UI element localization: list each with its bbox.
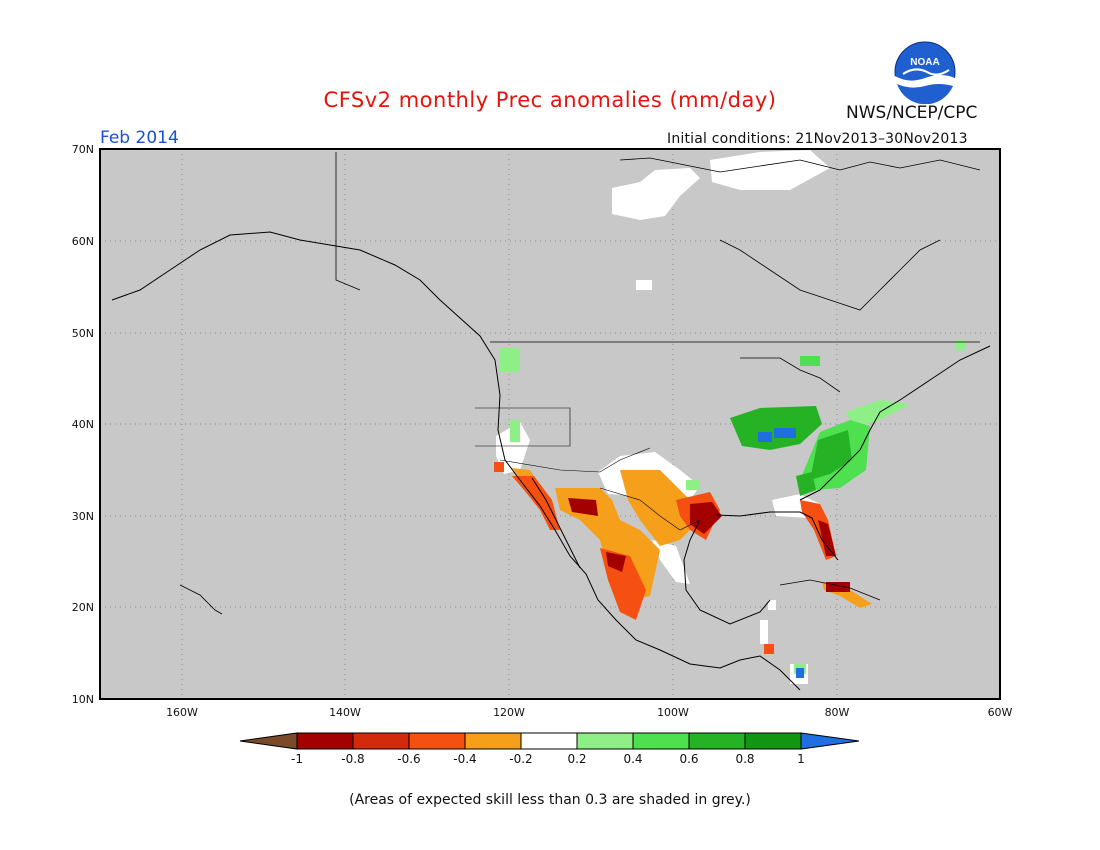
lon-label: 140W <box>329 706 361 719</box>
colorbar-label: -0.6 <box>397 752 421 766</box>
colorbar-arrow-left <box>239 732 298 750</box>
colorbar-label: 0.2 <box>567 752 587 766</box>
colorbar-label: 0.6 <box>679 752 699 766</box>
logo-text: NOAA <box>910 57 939 68</box>
colorbar-swatch <box>296 732 354 750</box>
colorbar-label: 0.8 <box>735 752 755 766</box>
lat-label: 60N <box>71 235 94 248</box>
lat-label: 50N <box>71 327 94 340</box>
lon-label: 120W <box>493 706 525 719</box>
initial-conditions: Initial conditions: 21Nov2013–30Nov2013 <box>667 131 968 147</box>
lat-label: 20N <box>71 601 94 614</box>
colorbar-swatch <box>408 732 466 750</box>
colorbar-label: 0.4 <box>623 752 643 766</box>
colorbar-swatch <box>632 732 690 750</box>
lat-label: 10N <box>71 693 94 706</box>
lat-label: 40N <box>71 418 94 431</box>
lon-label: 100W <box>657 706 689 719</box>
lat-label: 30N <box>71 510 94 523</box>
coastlines <box>111 152 991 691</box>
colorbar-arrow-right <box>800 732 860 750</box>
colorbar-label: -0.2 <box>509 752 533 766</box>
lat-label: 70N <box>71 143 94 156</box>
colorbar-swatch <box>464 732 522 750</box>
footnote: (Areas of expected skill less than 0.3 a… <box>349 792 751 808</box>
colorbar-swatch <box>520 732 578 750</box>
colorbar-swatch <box>352 732 410 750</box>
forecast-month: Feb 2014 <box>100 128 179 148</box>
agency-label: NWS/NCEP/CPC <box>846 103 978 123</box>
colorbar-label: -0.8 <box>341 752 365 766</box>
noaa-logo: NOAA <box>893 40 957 110</box>
colorbar-swatch <box>744 732 802 750</box>
map-frame <box>99 148 1001 700</box>
colorbar-label: -0.4 <box>453 752 477 766</box>
colorbar-label: 1 <box>797 752 805 766</box>
anomaly-patches <box>494 150 966 684</box>
chart-title: CFSv2 monthly Prec anomalies (mm/day) <box>323 88 777 112</box>
lon-label: 60W <box>987 706 1013 719</box>
colorbar-label: -1 <box>291 752 303 766</box>
lon-label: 80W <box>824 706 850 719</box>
colorbar <box>239 732 860 750</box>
lon-label: 160W <box>166 706 198 719</box>
colorbar-swatch <box>688 732 746 750</box>
colorbar-swatch <box>576 732 634 750</box>
